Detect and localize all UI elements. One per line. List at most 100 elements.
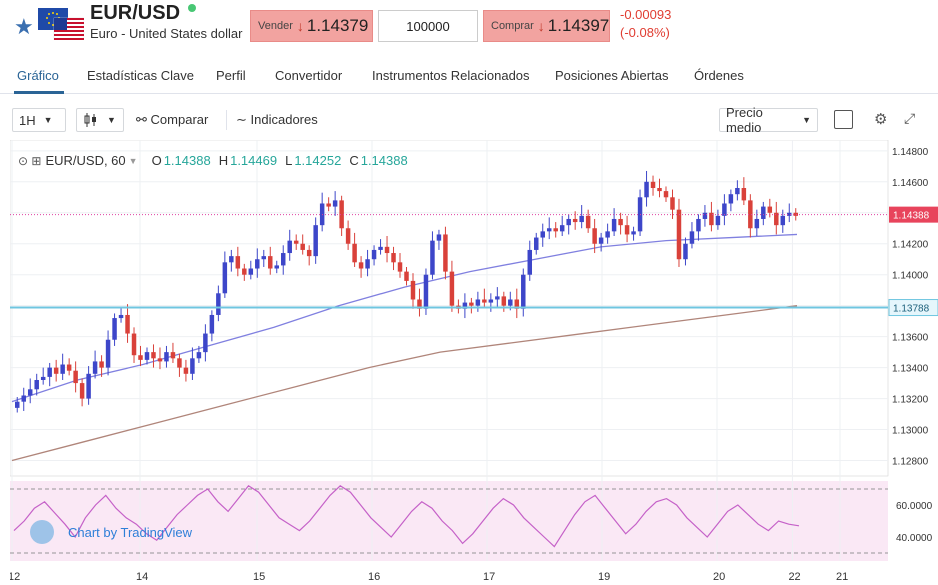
x-tick-label: 22 xyxy=(788,571,800,583)
tab-ordenes[interactable]: Órdenes xyxy=(694,68,744,83)
sell-label: Vender xyxy=(258,20,293,32)
x-tick-label: 17 xyxy=(483,571,495,583)
candle-body xyxy=(274,265,279,269)
y-tick-label: 1.13000 xyxy=(892,426,929,437)
y-tick-label: 1.12800 xyxy=(892,457,929,468)
moving-average-slow xyxy=(11,305,798,462)
x-tick-label: 15 xyxy=(253,571,265,583)
candle-body xyxy=(618,218,623,226)
candle-body xyxy=(449,271,455,306)
candle-body xyxy=(190,358,195,374)
candle-body xyxy=(105,339,111,368)
candle-body xyxy=(300,243,305,250)
candle-body xyxy=(443,234,448,272)
ma-fast-line xyxy=(11,233,798,403)
indicators-button[interactable]: ∼ Indicadores xyxy=(236,112,318,128)
buy-button[interactable]: Comprar ↓ 1.14397 xyxy=(483,10,610,42)
rsi-line xyxy=(13,485,800,548)
candle-body xyxy=(579,215,584,223)
amount-input[interactable] xyxy=(378,10,478,42)
favorite-star-icon[interactable]: ★ xyxy=(14,14,34,39)
candle-body xyxy=(332,200,338,207)
candle-body xyxy=(15,401,20,408)
tab-posiciones-abiertas[interactable]: Posiciones Abiertas xyxy=(555,68,669,83)
rsi-tick-label: 60.0000 xyxy=(896,501,933,512)
candle-body xyxy=(112,318,117,340)
y-tick-label: 1.13400 xyxy=(892,364,929,375)
candle-body xyxy=(683,243,688,260)
compare-button[interactable]: ⚯ Comparar xyxy=(136,112,208,128)
candle-body xyxy=(365,259,370,269)
tab-convertidor[interactable]: Convertidor xyxy=(275,68,343,83)
candle-body xyxy=(371,249,377,260)
current-price-tag xyxy=(889,206,938,223)
candle-body xyxy=(235,256,241,269)
candle-body xyxy=(430,240,435,275)
candle-body xyxy=(164,352,169,362)
candle-body xyxy=(546,228,552,232)
price-mode-dropdown[interactable]: Precio medio ▼ xyxy=(719,105,818,135)
tab-estadisticas-clave[interactable]: Estadísticas Clave xyxy=(87,68,194,83)
caret-down-icon[interactable]: ▼ xyxy=(128,155,138,166)
tab-instrumentos-relacionados[interactable]: Instrumentos Relacionados xyxy=(372,68,530,83)
candle-body xyxy=(767,206,773,213)
grid-lines xyxy=(10,140,888,561)
candle-body xyxy=(676,209,682,260)
candle-body xyxy=(624,225,630,235)
tab-perfil[interactable]: Perfil xyxy=(216,68,246,83)
candle-body xyxy=(118,314,124,319)
price-chart[interactable]: 1.148001.146001.144001.142001.140001.138… xyxy=(10,140,938,585)
fullscreen-toggle-icon[interactable] xyxy=(834,110,853,129)
candle-body xyxy=(27,389,33,396)
candle-body xyxy=(384,246,390,254)
candle-body xyxy=(423,274,429,309)
indicators-icon: ∼ xyxy=(236,112,247,127)
chart-type-dropdown[interactable]: ▼ xyxy=(76,108,124,132)
candle-body xyxy=(754,218,760,229)
candle-body xyxy=(209,314,215,334)
rsi-pane xyxy=(10,481,888,561)
candle-body xyxy=(66,364,72,371)
candle-body xyxy=(151,352,156,359)
legend-title: EUR/USD, 60 xyxy=(45,153,126,168)
settings-gear-icon[interactable]: ⚙ xyxy=(874,111,888,128)
candle-body xyxy=(585,215,591,229)
candle-body xyxy=(196,352,202,359)
legend-high-label: H xyxy=(218,153,229,168)
arrow-down-icon: ↓ xyxy=(296,18,304,34)
candle-body xyxy=(131,333,137,356)
y-tick-label: 1.13200 xyxy=(892,395,929,406)
tradingview-watermark[interactable]: Chart by TradingView xyxy=(30,520,192,544)
candle-body xyxy=(79,383,85,399)
candle-body xyxy=(248,268,254,275)
legend-low-label: L xyxy=(285,153,293,168)
interval-dropdown[interactable]: 1H ▼ xyxy=(12,108,66,132)
price-change-percent: (-0.08%) xyxy=(620,25,670,40)
collapse-legend-icon[interactable]: ⊙ ⊞ xyxy=(18,153,42,168)
compare-icon: ⚯ xyxy=(136,112,147,127)
instrument-symbol: EUR/USD xyxy=(90,2,181,24)
candle-body xyxy=(99,361,104,368)
tab-grafico[interactable]: Gráfico xyxy=(17,68,59,83)
candle-body xyxy=(508,299,513,306)
candle-body xyxy=(657,188,662,192)
active-tab-indicator xyxy=(14,91,64,94)
candle-body xyxy=(326,203,331,207)
candle-body xyxy=(663,191,669,198)
interval-value: 1H xyxy=(19,112,36,128)
caret-down-icon: ▼ xyxy=(107,115,116,125)
expand-icon[interactable]: ⤢ xyxy=(904,110,916,126)
candle-body xyxy=(157,358,163,362)
y-tick-label: 1.14800 xyxy=(892,147,929,158)
candle-body xyxy=(611,218,617,232)
y-tick-label: 1.14200 xyxy=(892,240,929,251)
candle-body xyxy=(339,200,344,229)
candle-body xyxy=(125,314,130,334)
candle-body xyxy=(572,218,578,223)
sell-button[interactable]: Vender ↓ 1.14379 xyxy=(250,10,373,42)
candle-body xyxy=(268,256,273,269)
candle-body xyxy=(592,228,597,244)
caret-down-icon: ▼ xyxy=(43,115,53,125)
toolbar-divider xyxy=(226,110,227,130)
candle-body xyxy=(358,262,364,269)
